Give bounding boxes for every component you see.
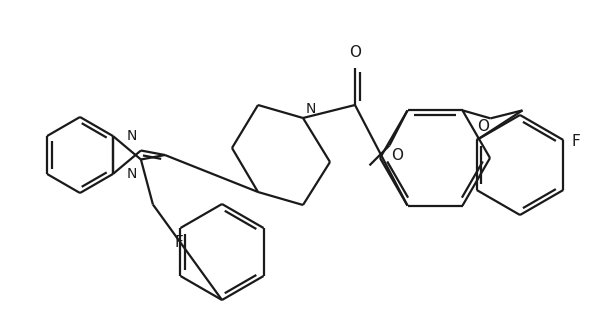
Text: F: F	[571, 134, 580, 150]
Text: N: N	[306, 102, 316, 116]
Text: O: O	[349, 45, 361, 60]
Text: N: N	[127, 130, 137, 144]
Text: F: F	[174, 235, 183, 250]
Text: O: O	[392, 148, 404, 163]
Text: N: N	[127, 166, 137, 180]
Text: O: O	[478, 120, 490, 134]
